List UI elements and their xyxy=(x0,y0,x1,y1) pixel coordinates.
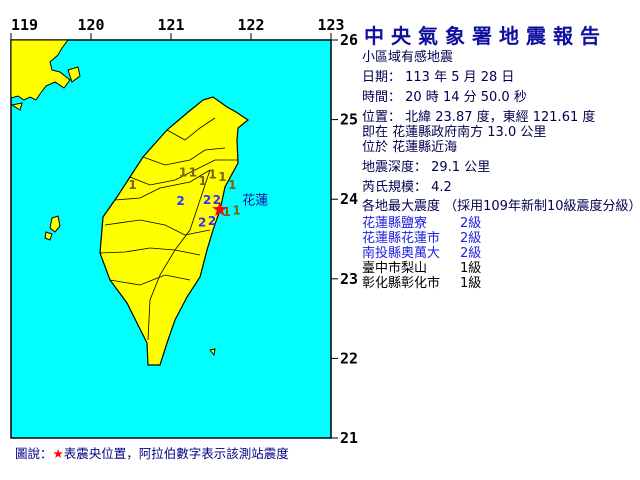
lat-tick-label: 21 xyxy=(340,429,358,447)
green-island xyxy=(209,348,216,357)
epicenter-star-icon xyxy=(212,201,228,216)
station-intensity-1: 1 xyxy=(179,165,187,179)
lat-tick-label: 22 xyxy=(340,349,358,367)
lon-tick-label: 123 xyxy=(317,16,344,34)
kinmen-islands xyxy=(10,66,81,111)
lat-tick-label: 24 xyxy=(340,190,358,208)
lat-tick-label: 25 xyxy=(340,111,358,129)
longitude-ticks: 119 120 121 122 123 xyxy=(10,16,345,40)
station-intensity-1: 1 xyxy=(128,178,136,192)
lat-tick-label: 23 xyxy=(340,270,358,288)
report-time: 時間： 20 時 14 分 50.0 秒 xyxy=(362,90,527,105)
station-intensity-2: 2 xyxy=(176,194,184,208)
report-subtitle: 小區域有感地震 xyxy=(362,50,454,65)
intensity-level: 2級 xyxy=(460,216,482,231)
report-relative-location: 即在 花蓮縣政府南方 13.0 公里 xyxy=(362,125,547,140)
intensity-level: 1級 xyxy=(460,261,482,276)
intensity-place: 花蓮縣鹽寮 xyxy=(362,216,428,231)
taiwan-island xyxy=(99,96,250,366)
intensity-header: 各地最大震度 （採用109年新制10級震度分級） xyxy=(362,199,640,214)
report-located: 位於 花蓮縣近海 xyxy=(362,140,458,155)
station-intensity-1: 1 xyxy=(223,205,231,219)
penghu-islands xyxy=(44,215,61,241)
station-intensity-1: 1 xyxy=(228,178,236,192)
lon-tick-label: 120 xyxy=(77,16,104,34)
county-borders xyxy=(99,117,237,341)
station-intensity-1: 1 xyxy=(208,168,216,182)
report-title: 中央氣象署地震報告 xyxy=(364,24,607,48)
station-intensity-2: 2 xyxy=(213,193,221,207)
station-intensity-2: 2 xyxy=(203,193,211,207)
legend: 圖說：★表震央位置，阿拉伯數字表示該測站震度 xyxy=(15,443,289,462)
legend-prefix: 圖說： xyxy=(15,446,53,461)
station-intensity-1: 1 xyxy=(189,165,197,179)
report-magnitude: 芮氏規模： 4.2 xyxy=(362,180,452,195)
station-intensity-1: 1 xyxy=(232,204,240,218)
intensity-level: 2級 xyxy=(460,246,482,261)
station-intensity-1: 1 xyxy=(199,174,207,188)
intensity-level: 2級 xyxy=(460,231,482,246)
intensity-level: 1級 xyxy=(460,276,482,291)
intensity-place: 彰化縣彰化市 xyxy=(362,276,441,291)
china-coast xyxy=(10,39,71,101)
report-date: 日期： 113 年 5 月 28 日 xyxy=(362,70,515,85)
intensity-place: 花蓮縣花蓮市 xyxy=(362,231,441,246)
report-position: 位置： 北緯 23.87 度，東經 121.61 度 xyxy=(362,110,596,125)
epicenter-label: 花蓮 xyxy=(242,193,268,209)
lat-tick-label: 26 xyxy=(340,31,358,49)
report-depth: 地震深度： 29.1 公里 xyxy=(362,160,491,175)
intensity-place: 南投縣奧萬大 xyxy=(362,246,441,261)
lon-tick-label: 121 xyxy=(157,16,184,34)
latitude-ticks: 26 25 24 23 22 21 xyxy=(331,31,358,447)
station-intensity-2: 2 xyxy=(198,215,206,229)
lon-tick-label: 119 xyxy=(11,16,38,34)
station-intensity-2: 2 xyxy=(208,214,216,228)
station-intensity-1: 1 xyxy=(218,170,226,184)
lon-tick-label: 122 xyxy=(237,16,264,34)
station-intensities: 11 11 1 112 2 21 12 2 xyxy=(128,165,240,229)
red-star-icon: ★ xyxy=(52,446,64,461)
legend-text: 表震央位置，阿拉伯數字表示該測站震度 xyxy=(63,446,289,461)
intensity-place: 臺中市梨山 xyxy=(362,261,428,276)
